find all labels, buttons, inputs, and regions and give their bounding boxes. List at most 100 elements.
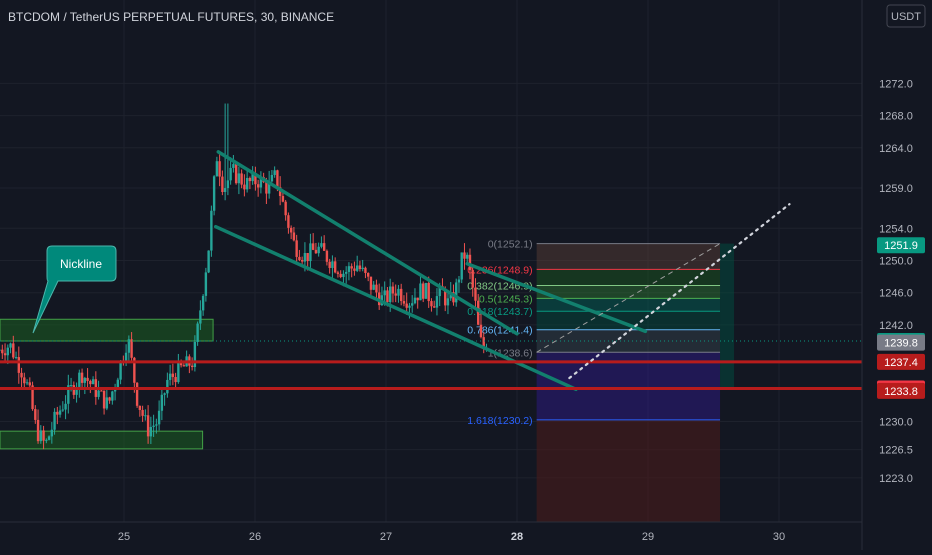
candle-body	[364, 267, 367, 273]
candle-body	[322, 243, 326, 251]
candle-body	[193, 341, 197, 368]
chart-title: BTCDOM / TetherUS PERPETUAL FUTURES, 30,…	[8, 10, 334, 24]
candle-body	[471, 270, 474, 288]
candle-body	[251, 172, 254, 182]
candle-body	[138, 405, 142, 410]
price-badge-label[interactable]: 1239.8	[884, 338, 918, 350]
candle-body	[130, 339, 133, 358]
fib-band	[536, 269, 721, 286]
candle-body	[124, 352, 128, 361]
candle-body	[133, 357, 136, 383]
candle-body	[157, 410, 161, 425]
candle-body	[416, 297, 419, 301]
candle-body	[36, 419, 40, 442]
candle-body	[61, 409, 65, 411]
x-tick-label[interactable]: 26	[249, 531, 261, 543]
x-tick-label[interactable]: 25	[118, 531, 130, 543]
candle-body	[245, 177, 249, 190]
price-badge-label[interactable]: 1251.9	[884, 240, 918, 252]
price-badge[interactable]	[877, 382, 925, 399]
candle-body	[474, 287, 477, 301]
candle-body	[438, 286, 441, 297]
fib-level-label: 1.618(1230.2)	[467, 415, 532, 427]
candle-body	[127, 339, 131, 353]
y-tick-label[interactable]: 1230.0	[879, 417, 913, 429]
candle-body	[108, 397, 111, 401]
candle-body	[399, 288, 403, 302]
candle-body	[366, 272, 370, 277]
candle-body	[402, 301, 406, 304]
candle-body	[267, 181, 271, 194]
resistance-zone	[0, 318, 214, 342]
candle-body	[482, 337, 485, 349]
fib-band	[536, 311, 721, 330]
fib-level-label: 0.5(1245.3)	[479, 293, 533, 305]
y-tick-label[interactable]: 1254.0	[879, 223, 913, 235]
x-tick-label[interactable]: 27	[380, 531, 392, 543]
grid-layer	[0, 0, 862, 522]
candle-body	[6, 347, 10, 356]
candle-body	[146, 415, 150, 437]
candle-body	[144, 415, 147, 417]
candle-body	[309, 243, 312, 262]
candle-body	[111, 391, 114, 401]
candle-body	[190, 365, 194, 368]
channel-upper-line	[216, 150, 519, 336]
x-tick-label[interactable]: 28	[511, 531, 523, 543]
candle-body	[14, 357, 18, 359]
axis-layer: 1223.0 1226.5 1230.0 1242.0 1246.0 1250.0 1254…	[0, 0, 913, 550]
candle-body	[83, 377, 87, 383]
candle-body	[218, 161, 221, 177]
candle-body	[276, 170, 279, 188]
candle-body	[452, 292, 455, 303]
candle-body	[34, 409, 37, 420]
candle-body	[105, 397, 109, 409]
candle-body	[317, 246, 320, 254]
y-tick-label[interactable]: 1264.0	[879, 143, 913, 155]
currency-badge-frame[interactable]	[886, 4, 926, 28]
price-badge-label[interactable]: 1233.8	[884, 386, 918, 398]
currency-label[interactable]: USDT	[891, 11, 921, 23]
candle-body	[479, 324, 483, 338]
y-tick-label[interactable]: 1268.0	[879, 111, 913, 123]
candle-body	[265, 182, 268, 194]
candle-body	[446, 298, 450, 306]
candle-body	[141, 409, 144, 416]
x-tick-label[interactable]: 29	[642, 531, 654, 543]
candle-body	[207, 250, 210, 273]
y-tick-label[interactable]: 1272.0	[879, 78, 913, 90]
candle-body	[240, 173, 243, 185]
candle-body	[353, 268, 356, 271]
candle-body	[300, 260, 304, 262]
y-tick-label[interactable]: 1242.0	[879, 320, 913, 332]
y-tick-label[interactable]: 1259.0	[879, 183, 913, 195]
fib-level-label: 0.236(1248.9)	[467, 264, 532, 276]
candle-body	[196, 323, 199, 342]
price-badge[interactable]	[877, 334, 925, 351]
candle-body	[67, 385, 70, 404]
price-badge[interactable]	[877, 237, 925, 254]
candle-body	[9, 343, 12, 348]
x-tick-label[interactable]: 30	[773, 531, 785, 543]
candle-body	[201, 295, 205, 311]
y-tick-label[interactable]: 1223.0	[879, 473, 913, 485]
candle-body	[292, 232, 296, 241]
y-tick-label[interactable]: 1246.0	[879, 288, 913, 300]
candle-body	[435, 296, 439, 308]
price-badge-label[interactable]: 1237.4	[884, 357, 918, 369]
candle-body	[42, 430, 45, 441]
candle-body	[155, 424, 158, 426]
y-tick-label[interactable]: 1250.0	[879, 256, 913, 268]
nickline-callout[interactable]: Nickline	[32, 245, 117, 334]
candle-body	[182, 365, 186, 367]
fib-band	[536, 285, 721, 299]
candle-body	[254, 172, 257, 185]
candle-body	[100, 390, 103, 392]
price-badge[interactable]	[877, 353, 925, 370]
candle-body	[342, 273, 345, 278]
y-tick-label[interactable]: 1226.5	[879, 445, 913, 457]
candle-body	[69, 385, 73, 387]
